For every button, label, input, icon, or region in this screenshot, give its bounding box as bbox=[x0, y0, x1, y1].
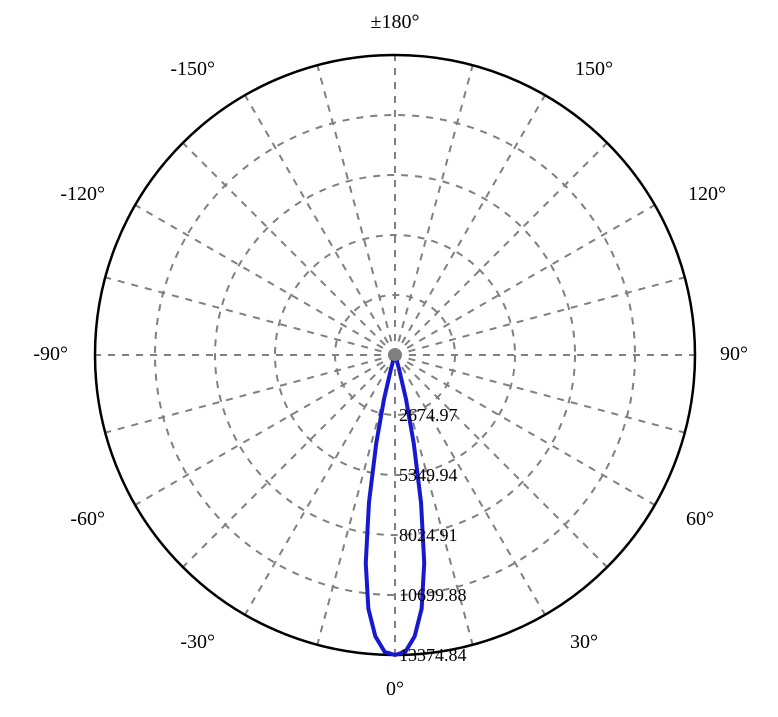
grid-spoke bbox=[135, 355, 395, 505]
grid-spoke bbox=[395, 277, 685, 355]
angle-label: 120° bbox=[688, 183, 726, 205]
angle-label: 90° bbox=[720, 343, 748, 365]
radial-label: 10699.88 bbox=[399, 585, 467, 605]
radial-label: 8024.91 bbox=[399, 525, 458, 545]
grid-spoke bbox=[105, 355, 395, 433]
grid-spoke bbox=[395, 205, 655, 355]
angle-label: -60° bbox=[70, 508, 105, 530]
grid-spoke bbox=[317, 65, 395, 355]
angle-label: -90° bbox=[33, 343, 68, 365]
angle-label: 150° bbox=[575, 58, 613, 80]
angle-label: 60° bbox=[686, 508, 714, 530]
grid-spoke bbox=[395, 143, 607, 355]
grid-spoke bbox=[395, 95, 545, 355]
radial-label: 2674.97 bbox=[399, 405, 458, 425]
angle-label: -30° bbox=[180, 631, 215, 653]
grid-spoke bbox=[105, 277, 395, 355]
center-dot bbox=[389, 349, 401, 361]
angle-label: -120° bbox=[60, 183, 105, 205]
grid-spoke bbox=[135, 205, 395, 355]
grid-spoke bbox=[395, 65, 473, 355]
angle-label: -150° bbox=[170, 58, 215, 80]
angle-label: 30° bbox=[570, 631, 598, 653]
radial-label: 13374.84 bbox=[399, 645, 467, 665]
polar-chart: ±180° 150° 120° 90° 60° 30° 0° -30° -60° -90° -120… bbox=[0, 0, 778, 717]
grid-spoke bbox=[183, 143, 395, 355]
grid-spoke bbox=[183, 355, 395, 567]
angle-label: ±180° bbox=[371, 11, 420, 33]
radial-labels: 2674.97 5349.94 8024.91 10699.88 13374.84 bbox=[399, 405, 467, 665]
grid-spoke bbox=[245, 95, 395, 355]
radial-label: 5349.94 bbox=[399, 465, 458, 485]
angle-label: 0° bbox=[386, 678, 404, 700]
